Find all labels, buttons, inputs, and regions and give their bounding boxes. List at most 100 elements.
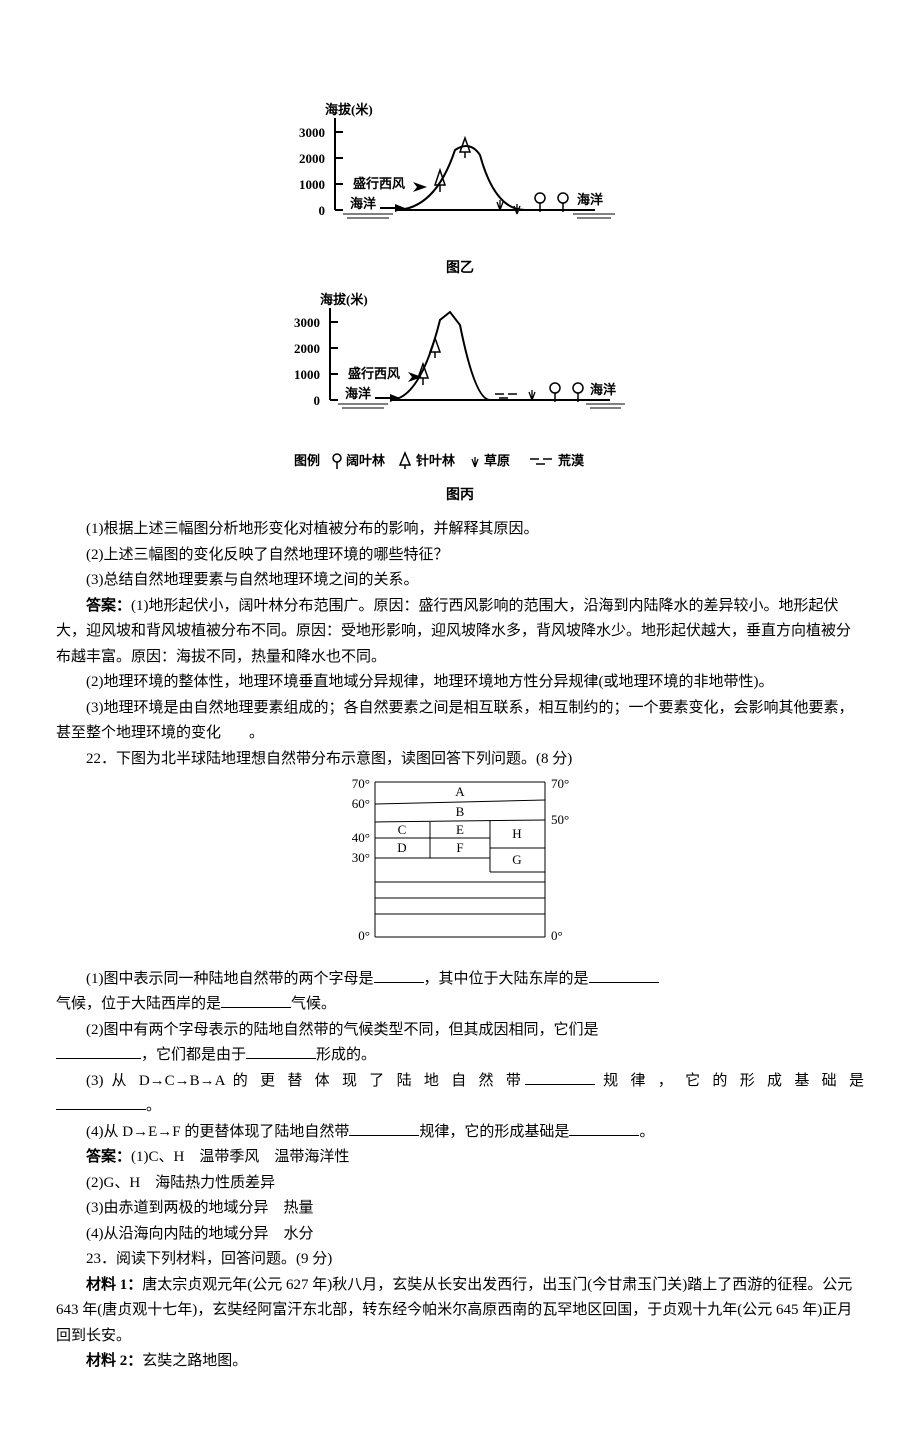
- diagram-yi-svg: 海拔(米) 0 1000 2000 3000 盛行西风 海洋: [295, 100, 625, 245]
- mountain-outline: [390, 312, 490, 400]
- q21-sub2: (2)上述三幅图的变化反映了自然地理环境的哪些特征？: [56, 543, 864, 569]
- q22-s3c: 。: [146, 1098, 161, 1114]
- lat-right-1: 50°: [551, 812, 569, 827]
- q22-ans4: (4)从沿海向内陆的地域分异 水分: [56, 1222, 864, 1248]
- wind-label: 盛行西风: [348, 366, 400, 381]
- desert-icon: [530, 459, 552, 464]
- q22-sub3: (3) 从 D→C→B→A 的 更 替 体 现 了 陆 地 自 然 带 规 律 …: [56, 1069, 864, 1095]
- q22-stem: 22．下图为北半球陆地理想自然带分布示意图，读图回答下列问题。(8 分): [56, 747, 864, 773]
- q21-ans2: (2)地理环境的整体性，地理环境垂直地域分异规律，地理环境地方性分异规律(或地理…: [56, 670, 864, 696]
- blank: [589, 967, 659, 983]
- q22-s2c: 形成的。: [316, 1047, 376, 1063]
- q22-s2b: ，它们都是由于: [141, 1047, 246, 1063]
- q22-s4c: 。: [639, 1124, 654, 1140]
- y-title: 海拔(米): [320, 292, 368, 307]
- diagram-bing-caption: 图丙: [56, 484, 864, 508]
- q22-s1a: (1)图中表示同一种陆地自然带的两个字母是: [86, 971, 374, 987]
- legend-item-2: 草原: [484, 453, 510, 468]
- ocean-left: 海洋: [345, 386, 371, 401]
- diagram-bing: 海拔(米) 0 1000 2000 3000 盛行西风 海洋: [56, 290, 864, 507]
- y-title: 海拔(米): [325, 102, 373, 117]
- q21-ans3: (3)地理环境是由自然地理要素组成的；各自然要素之间是相互联系，相互制约的；一个…: [56, 696, 864, 747]
- answer-label: 答案：: [86, 598, 131, 614]
- lat-right-2: 0°: [551, 928, 563, 943]
- q22-ans1-text: (1)C、H 温带季风 温带海洋性: [131, 1149, 349, 1165]
- q22-s1b: ，其中位于大陆东岸的是: [424, 971, 589, 987]
- q21-ans3-tail: 。: [249, 725, 264, 741]
- cell-H: H: [512, 826, 521, 841]
- q22-sub4: (4)从 D→E→F 的更替体现了陆地自然带 规律，它的形成基础是 。: [56, 1120, 864, 1146]
- legend-row: 图例 阔叶林 针叶林 草原 荒漠: [56, 449, 864, 482]
- ocean-right: 海洋: [577, 192, 603, 207]
- wind-arrow-icon: [413, 182, 427, 192]
- q22-sub1: (1)图中表示同一种陆地自然带的两个字母是 ，其中位于大陆东岸的是: [56, 967, 864, 993]
- material-1-text: 唐太宗贞观元年(公元 627 年)秋八月，玄奘从长安出发西行，出玉门(今甘肃玉门…: [56, 1277, 852, 1344]
- legend-item-1: 针叶林: [415, 453, 455, 468]
- q22-s3b: 规 律 ， 它 的 形 成 基 础 是: [595, 1073, 864, 1089]
- diagram-yi-caption: 图乙: [56, 257, 864, 281]
- q22-s2a: (2)图中有两个字母表示的陆地自然带的气候类型不同，但其成因相同，它们是: [86, 1022, 599, 1038]
- cell-E: E: [456, 822, 464, 837]
- q22-chart-svg: 70° 60° 40° 30° 0° 70° 50° 0° A B: [335, 772, 585, 947]
- material-2-label: 材料 2：: [86, 1353, 142, 1369]
- ytick-3: 3000: [299, 125, 325, 140]
- lat-left-1: 60°: [352, 796, 370, 811]
- blank: [525, 1069, 595, 1085]
- blank: [569, 1120, 639, 1136]
- q22-s1d: 气候。: [291, 996, 336, 1012]
- q22-sub2: (2)图中有两个字母表示的陆地自然带的气候类型不同，但其成因相同，它们是: [56, 1018, 864, 1044]
- q22-s4b: 规律，它的形成基础是: [419, 1124, 569, 1140]
- lat-left-4: 0°: [358, 928, 370, 943]
- ytick-1: 1000: [294, 367, 320, 382]
- q22-s4a: (4)从 D→E→F 的更替体现了陆地自然带: [86, 1124, 349, 1140]
- material-2-text: 玄奘之路地图。: [142, 1353, 247, 1369]
- desert-icon: [495, 394, 517, 398]
- legend-label: 图例: [294, 453, 320, 468]
- q22-chart: 70° 60° 40° 30° 0° 70° 50° 0° A B: [56, 772, 864, 957]
- lat-left-0: 70°: [352, 776, 370, 791]
- q22-sub1-line2: 气候，位于大陆西岸的是 气候。: [56, 992, 864, 1018]
- broadleaf-icon: [333, 454, 341, 462]
- lat-left-2: 40°: [352, 830, 370, 845]
- q21-ans3-text: (3)地理环境是由自然地理要素组成的；各自然要素之间是相互联系，相互制约的；一个…: [56, 700, 854, 742]
- q22-ans2: (2)G、H 海陆热力性质差异: [56, 1171, 864, 1197]
- ytick-0: 0: [314, 393, 321, 408]
- diagram-bing-svg: 海拔(米) 0 1000 2000 3000 盛行西风 海洋: [290, 290, 630, 435]
- cell-A: A: [455, 784, 465, 799]
- q22-s1c: 气候，位于大陆西岸的是: [56, 996, 221, 1012]
- q22-s3a: (3) 从 D→C→B→A 的 更 替 体 现 了 陆 地 自 然 带: [86, 1073, 525, 1089]
- blank: [221, 992, 291, 1008]
- q23-m2: 材料 2：玄奘之路地图。: [56, 1349, 864, 1375]
- blank: [56, 1043, 141, 1059]
- ytick-1: 1000: [299, 177, 325, 192]
- lat-right-0: 70°: [551, 776, 569, 791]
- material-1-label: 材料 1：: [86, 1277, 142, 1293]
- lat-left-3: 30°: [352, 850, 370, 865]
- q22-sub2-line2: ，它们都是由于 形成的。: [56, 1043, 864, 1069]
- conifer-icon: [418, 364, 428, 385]
- blank: [56, 1094, 146, 1110]
- grass-icon: [472, 457, 478, 467]
- q22-sub3-line2: 。: [56, 1094, 864, 1120]
- q23-m1: 材料 1：唐太宗贞观元年(公元 627 年)秋八月，玄奘从长安出发西行，出玉门(…: [56, 1273, 864, 1350]
- q22-ans1: 答案：(1)C、H 温带季风 温带海洋性: [56, 1145, 864, 1171]
- q21-sub1: (1)根据上述三幅图分析地形变化对植被分布的影响，并解释其原因。: [56, 517, 864, 543]
- legend-item-0: 阔叶林: [346, 453, 385, 468]
- diagram-yi: 海拔(米) 0 1000 2000 3000 盛行西风 海洋: [56, 100, 864, 280]
- blank: [246, 1043, 316, 1059]
- answer-label: 答案：: [86, 1149, 131, 1165]
- q22-ans3: (3)由赤道到两极的地域分异 热量: [56, 1196, 864, 1222]
- blank: [349, 1120, 419, 1136]
- cell-B: B: [456, 804, 465, 819]
- legend-item-3: 荒漠: [557, 453, 585, 468]
- ytick-2: 2000: [299, 151, 325, 166]
- cell-F: F: [456, 840, 463, 855]
- grass-icon: [497, 200, 503, 210]
- blank: [374, 967, 424, 983]
- conifer-icon: [400, 453, 410, 465]
- ytick-0: 0: [319, 203, 326, 218]
- ocean-left: 海洋: [350, 196, 376, 211]
- mountain-outline: [395, 146, 525, 210]
- ytick-2: 2000: [294, 341, 320, 356]
- q23-stem: 23．阅读下列材料，回答问题。(9 分): [56, 1247, 864, 1273]
